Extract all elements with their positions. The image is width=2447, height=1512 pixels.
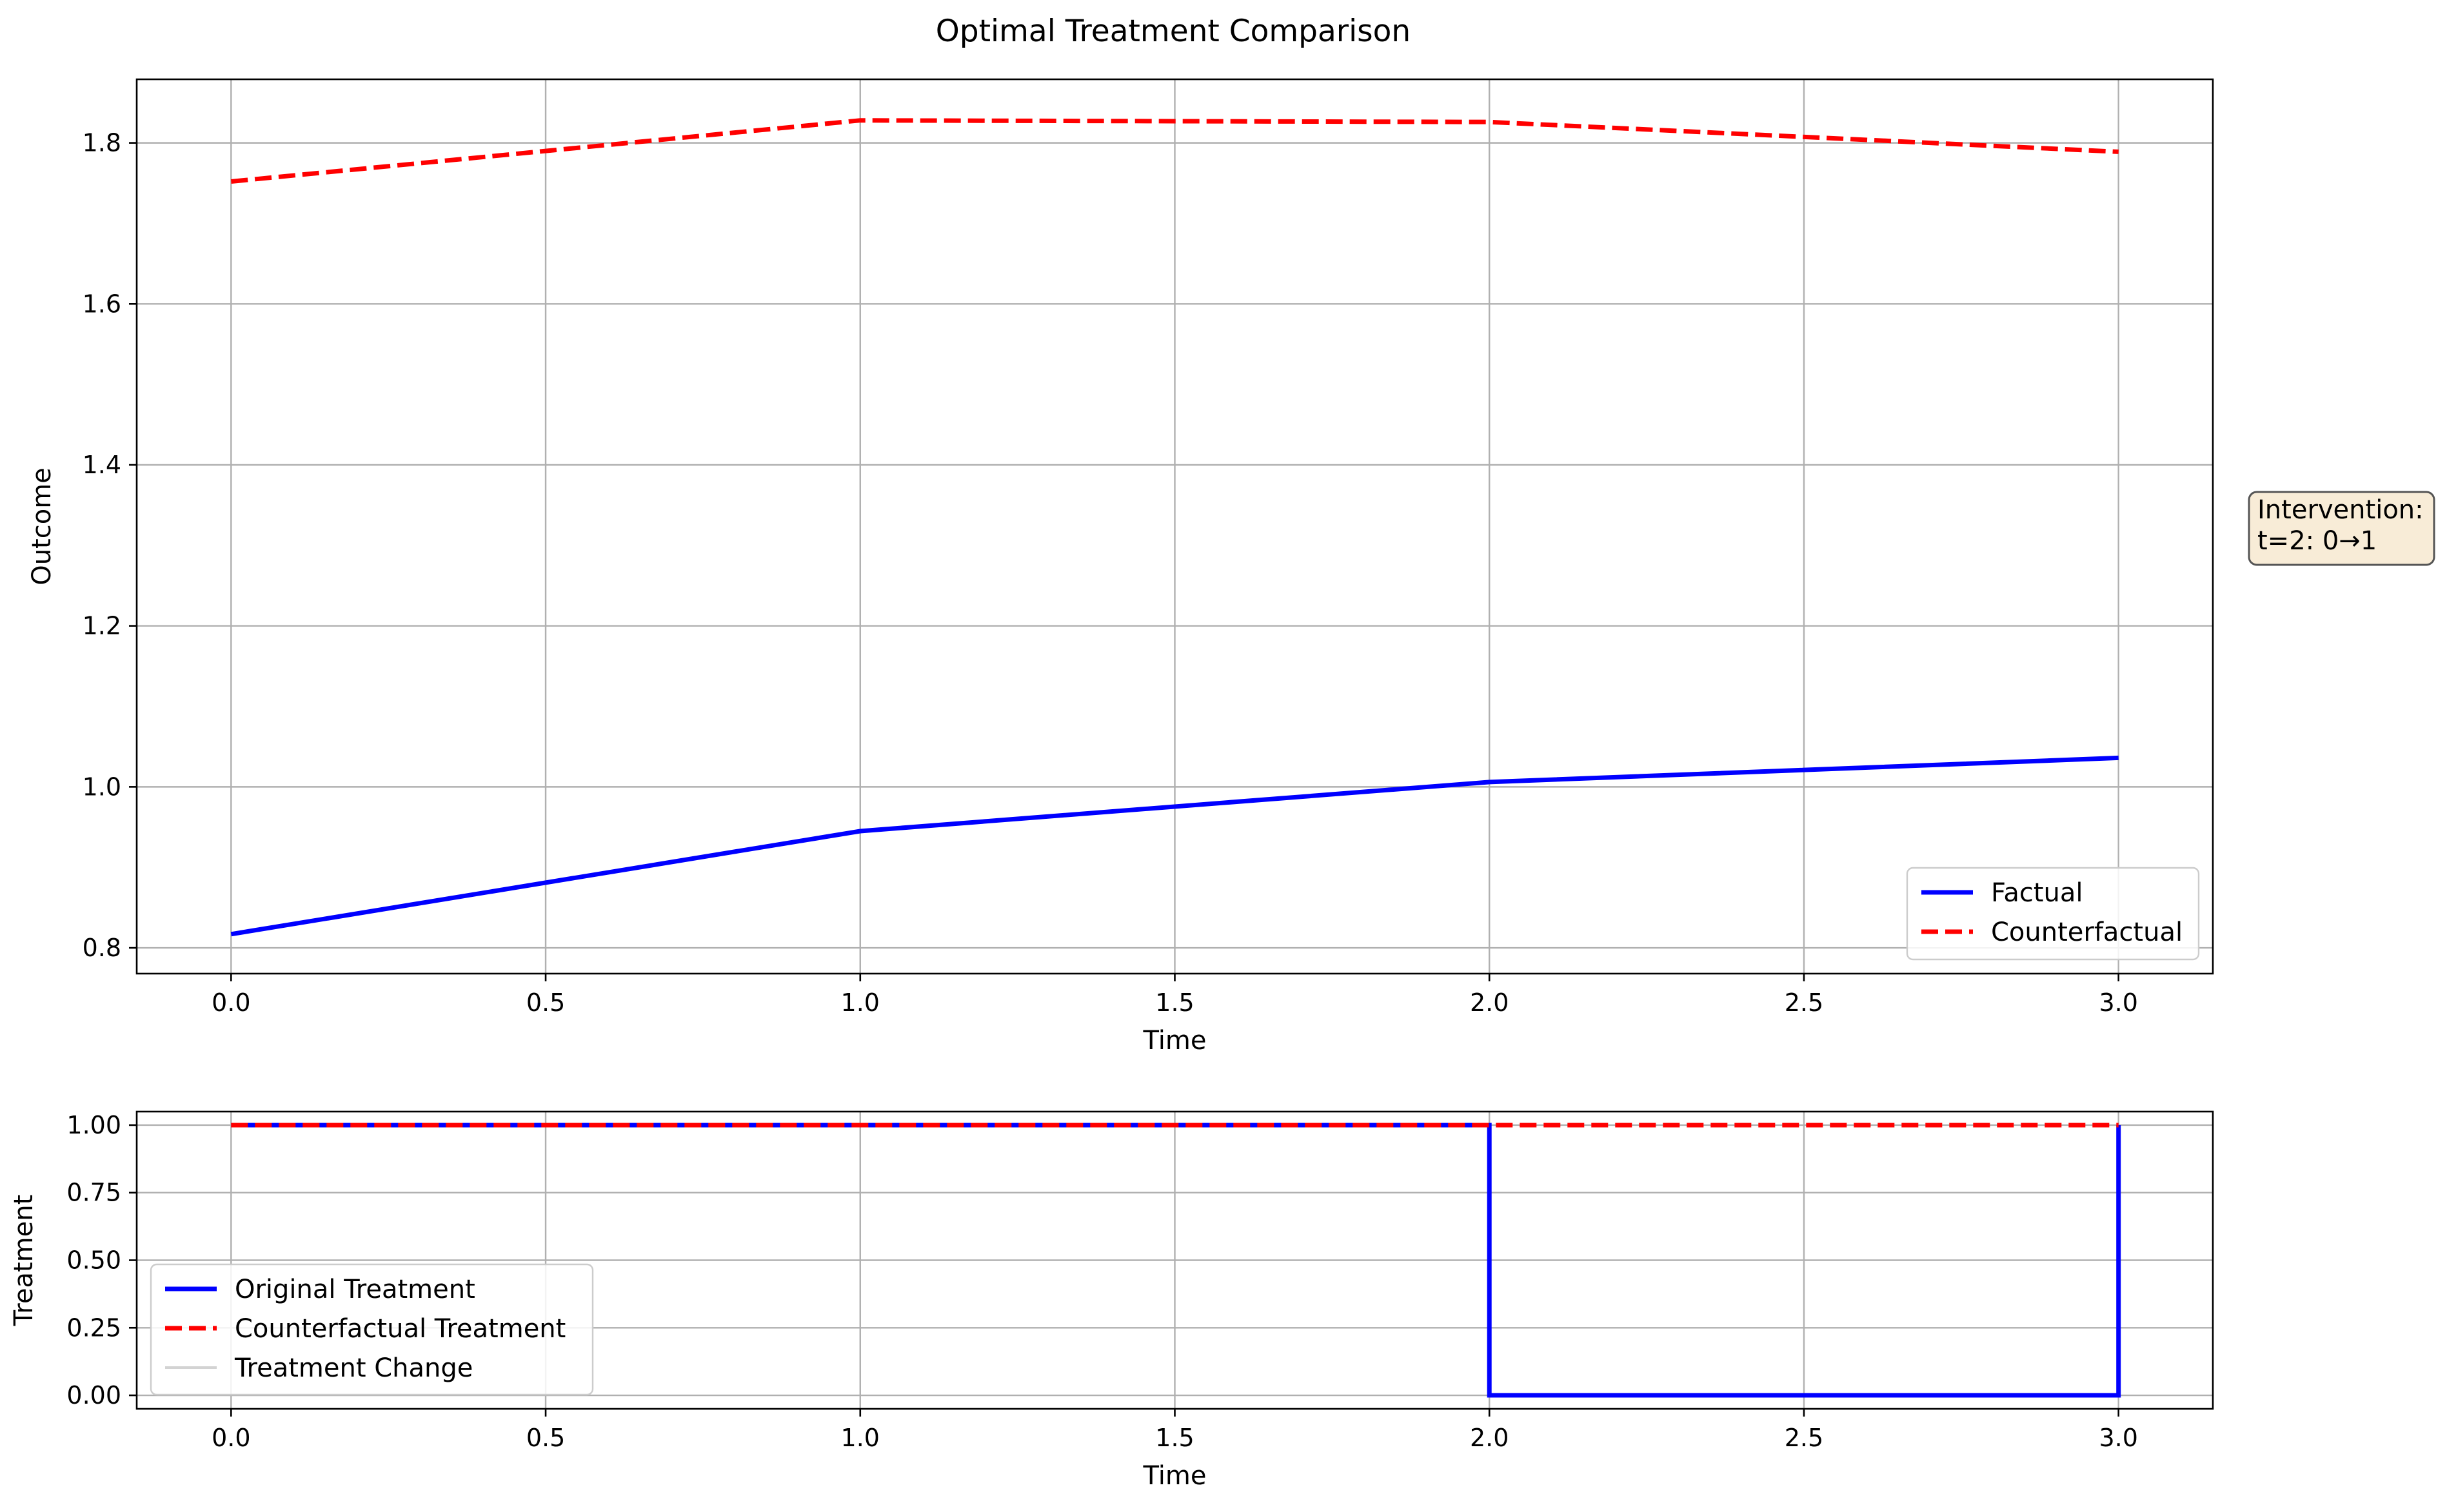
x-tick-label: 0.5 [526, 988, 565, 1017]
x-tick-label: 0.5 [526, 1424, 565, 1452]
y-tick-label: 0.25 [66, 1313, 121, 1342]
y-tick-label: 0.00 [66, 1381, 121, 1409]
legend-box [150, 1263, 594, 1396]
y-tick-label: 1.6 [83, 290, 121, 318]
y-tick-label: 1.0 [83, 772, 121, 801]
x-tick-label: 1.5 [1155, 988, 1194, 1017]
legend-label: Counterfactual [1991, 918, 2183, 947]
series-line-counterfactual [230, 118, 2119, 184]
y-tick-label: 0.50 [66, 1246, 121, 1275]
series-group [231, 1123, 2121, 1398]
x-tick-label: 1.0 [841, 1424, 880, 1452]
outcome-panel: 0.0 0.5 1.0 1.5 2.0 2.5 3.0 0.8 1.0 1.2 1.4 1.6 1.8 T… [27, 78, 2214, 1055]
series-line-factual [230, 755, 2119, 937]
legend-label: Counterfactual Treatment [235, 1314, 566, 1344]
y-axis-label: Outcome [27, 467, 57, 585]
y-tick-label: 1.4 [83, 451, 121, 479]
y-axis-label: Treatment [9, 1195, 39, 1327]
treatment-panel: 0.0 0.5 1.0 1.5 2.0 2.5 3.0 0.00 0.25 0.50 0.75 1.0… [9, 1110, 2214, 1491]
x-tick-label: 2.5 [1785, 1424, 1823, 1452]
legend: Original Treatment Counterfactual Treatme… [150, 1263, 594, 1396]
y-tick-label: 1.2 [83, 612, 121, 640]
annotation-box [2248, 491, 2435, 566]
figure-title: Optimal Treatment Comparison [936, 14, 1411, 49]
y-tick-label: 1.00 [66, 1111, 121, 1139]
x-tick-label: 2.0 [1470, 988, 1509, 1017]
series-line-original-treatment [231, 1123, 2121, 1398]
x-tick-label: 2.0 [1470, 1424, 1509, 1452]
y-tick-label: 0.75 [66, 1179, 121, 1207]
y-tick-label: 1.8 [83, 129, 121, 157]
x-axis-label: Time [1143, 1026, 1207, 1055]
intervention-annotation: Intervention: t=2: 0→1 [2248, 491, 2435, 566]
x-axis-label: Time [1143, 1461, 1207, 1491]
series-group [230, 118, 2119, 937]
legend-box [1906, 867, 2200, 961]
x-tick-label: 0.0 [212, 988, 250, 1017]
x-tick-label: 2.5 [1785, 988, 1823, 1017]
legend-label: Factual [1991, 878, 2083, 908]
x-tick-label: 1.0 [841, 988, 880, 1017]
y-tick-label: 0.8 [83, 934, 121, 962]
annotation-line-1: Intervention: [2257, 495, 2424, 525]
legend: Factual Counterfactual [1906, 867, 2200, 961]
x-tick-label: 3.0 [2099, 1424, 2137, 1452]
legend-label: Original Treatment [235, 1275, 475, 1304]
x-tick-label: 1.5 [1155, 1424, 1194, 1452]
x-tick-label: 3.0 [2099, 988, 2137, 1017]
legend-label: Treatment Change [234, 1353, 473, 1383]
annotation-line-2: t=2: 0→1 [2257, 526, 2377, 556]
x-tick-label: 0.0 [212, 1424, 250, 1452]
